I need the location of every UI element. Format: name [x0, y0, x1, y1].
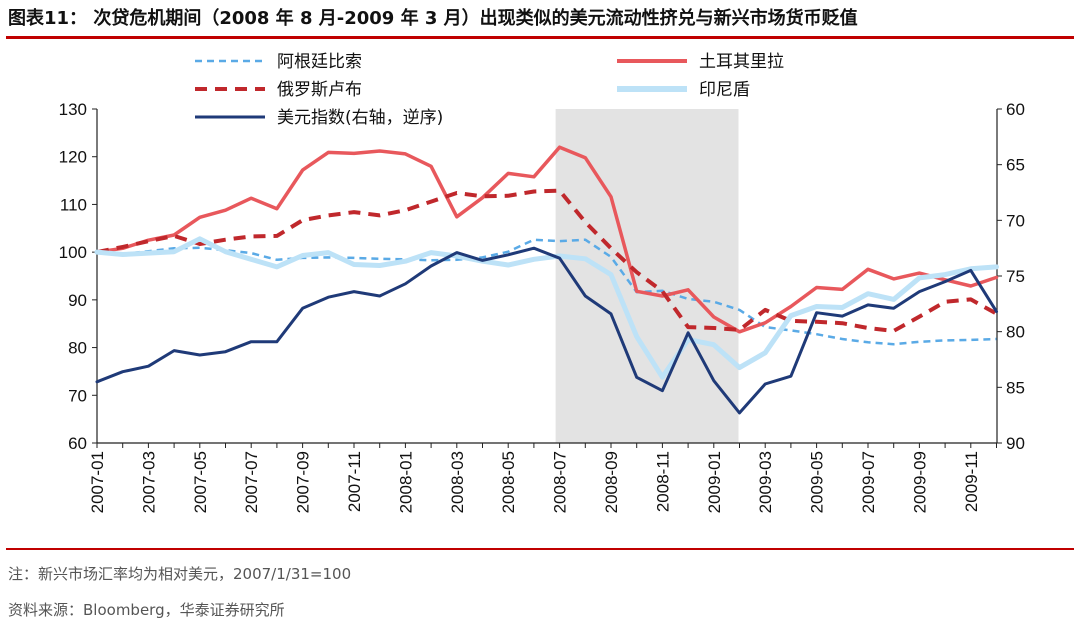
shaded-crisis-period [555, 109, 739, 443]
footer-divider [6, 548, 1074, 550]
series-line-argentina [96, 238, 997, 346]
left-tick-label: 100 [59, 243, 87, 262]
right-tick-label: 70 [1006, 211, 1025, 230]
right-tick-label: 80 [1006, 323, 1025, 342]
series-line-turkey [95, 145, 999, 334]
legend-label-argentina: 阿根廷比索 [277, 52, 362, 72]
x-tick-label: 2008-01 [396, 451, 415, 513]
legend-label-dxy: 美元指数(右轴，逆序) [277, 108, 443, 128]
chart-title: 图表11： 次贷危机期间（2008 年 8 月-2009 年 3 月）出现类似的… [8, 8, 858, 29]
x-tick-label: 2007-03 [139, 451, 158, 513]
right-tick-label: 60 [1006, 100, 1025, 119]
left-tick-label: 120 [59, 148, 87, 167]
x-tick-label: 2008-05 [499, 451, 518, 513]
x-tick-label: 2008-07 [551, 451, 570, 513]
x-tick-label: 2009-03 [756, 451, 775, 513]
x-tick-label: 2009-07 [859, 451, 878, 513]
x-tick-label: 2007-07 [242, 451, 261, 513]
x-tick-label: 2007-11 [345, 451, 364, 512]
chart-note: 注：新兴市场汇率均为相对美元，2007/1/31=100 [8, 565, 352, 583]
legend-label-indonesia: 印尼盾 [699, 80, 750, 100]
right-tick-label: 85 [1006, 378, 1025, 397]
x-tick-label: 2007-01 [88, 451, 107, 513]
right-tick-label: 90 [1006, 434, 1025, 453]
series-line-indonesia [94, 236, 999, 380]
left-tick-label: 110 [60, 195, 87, 214]
right-tick-label: 75 [1006, 267, 1025, 286]
right-tick-label: 65 [1006, 156, 1025, 175]
x-tick-label: 2007-09 [294, 451, 313, 513]
legend-label-turkey: 土耳其里拉 [699, 52, 784, 72]
series-layer [94, 145, 999, 415]
x-tick-label: 2008-11 [653, 451, 672, 512]
left-tick-label: 90 [68, 291, 87, 310]
x-tick-label: 2009-01 [705, 451, 724, 513]
left-tick-label: 80 [68, 339, 87, 358]
legend-label-russia: 俄罗斯卢布 [277, 80, 362, 100]
series-line-dxy [95, 246, 998, 415]
x-tick-label: 2009-11 [962, 451, 981, 512]
x-tick-label: 2009-05 [808, 451, 827, 513]
left-tick-label: 130 [59, 100, 87, 119]
chart-svg: 60 70 80 90 100 110 120 130 60 65 70 75 80 85 90 2007-0… [59, 52, 1025, 513]
title-divider [6, 36, 1074, 39]
left-tick-label: 60 [68, 434, 87, 453]
x-tick-label: 2008-09 [602, 451, 621, 513]
series-line-russia [96, 188, 998, 333]
shaded-period-layer [555, 109, 739, 443]
x-tick-label: 2008-03 [448, 451, 467, 513]
axes-layer: 60 70 80 90 100 110 120 130 60 65 70 75 80 85 90 2007-0… [59, 100, 1025, 513]
left-tick-label: 70 [68, 386, 87, 405]
x-tick-label: 2009-09 [910, 451, 929, 513]
x-tick-label: 2007-05 [191, 451, 210, 513]
chart-source: 资料来源：Bloomberg，华泰证券研究所 [8, 601, 285, 619]
